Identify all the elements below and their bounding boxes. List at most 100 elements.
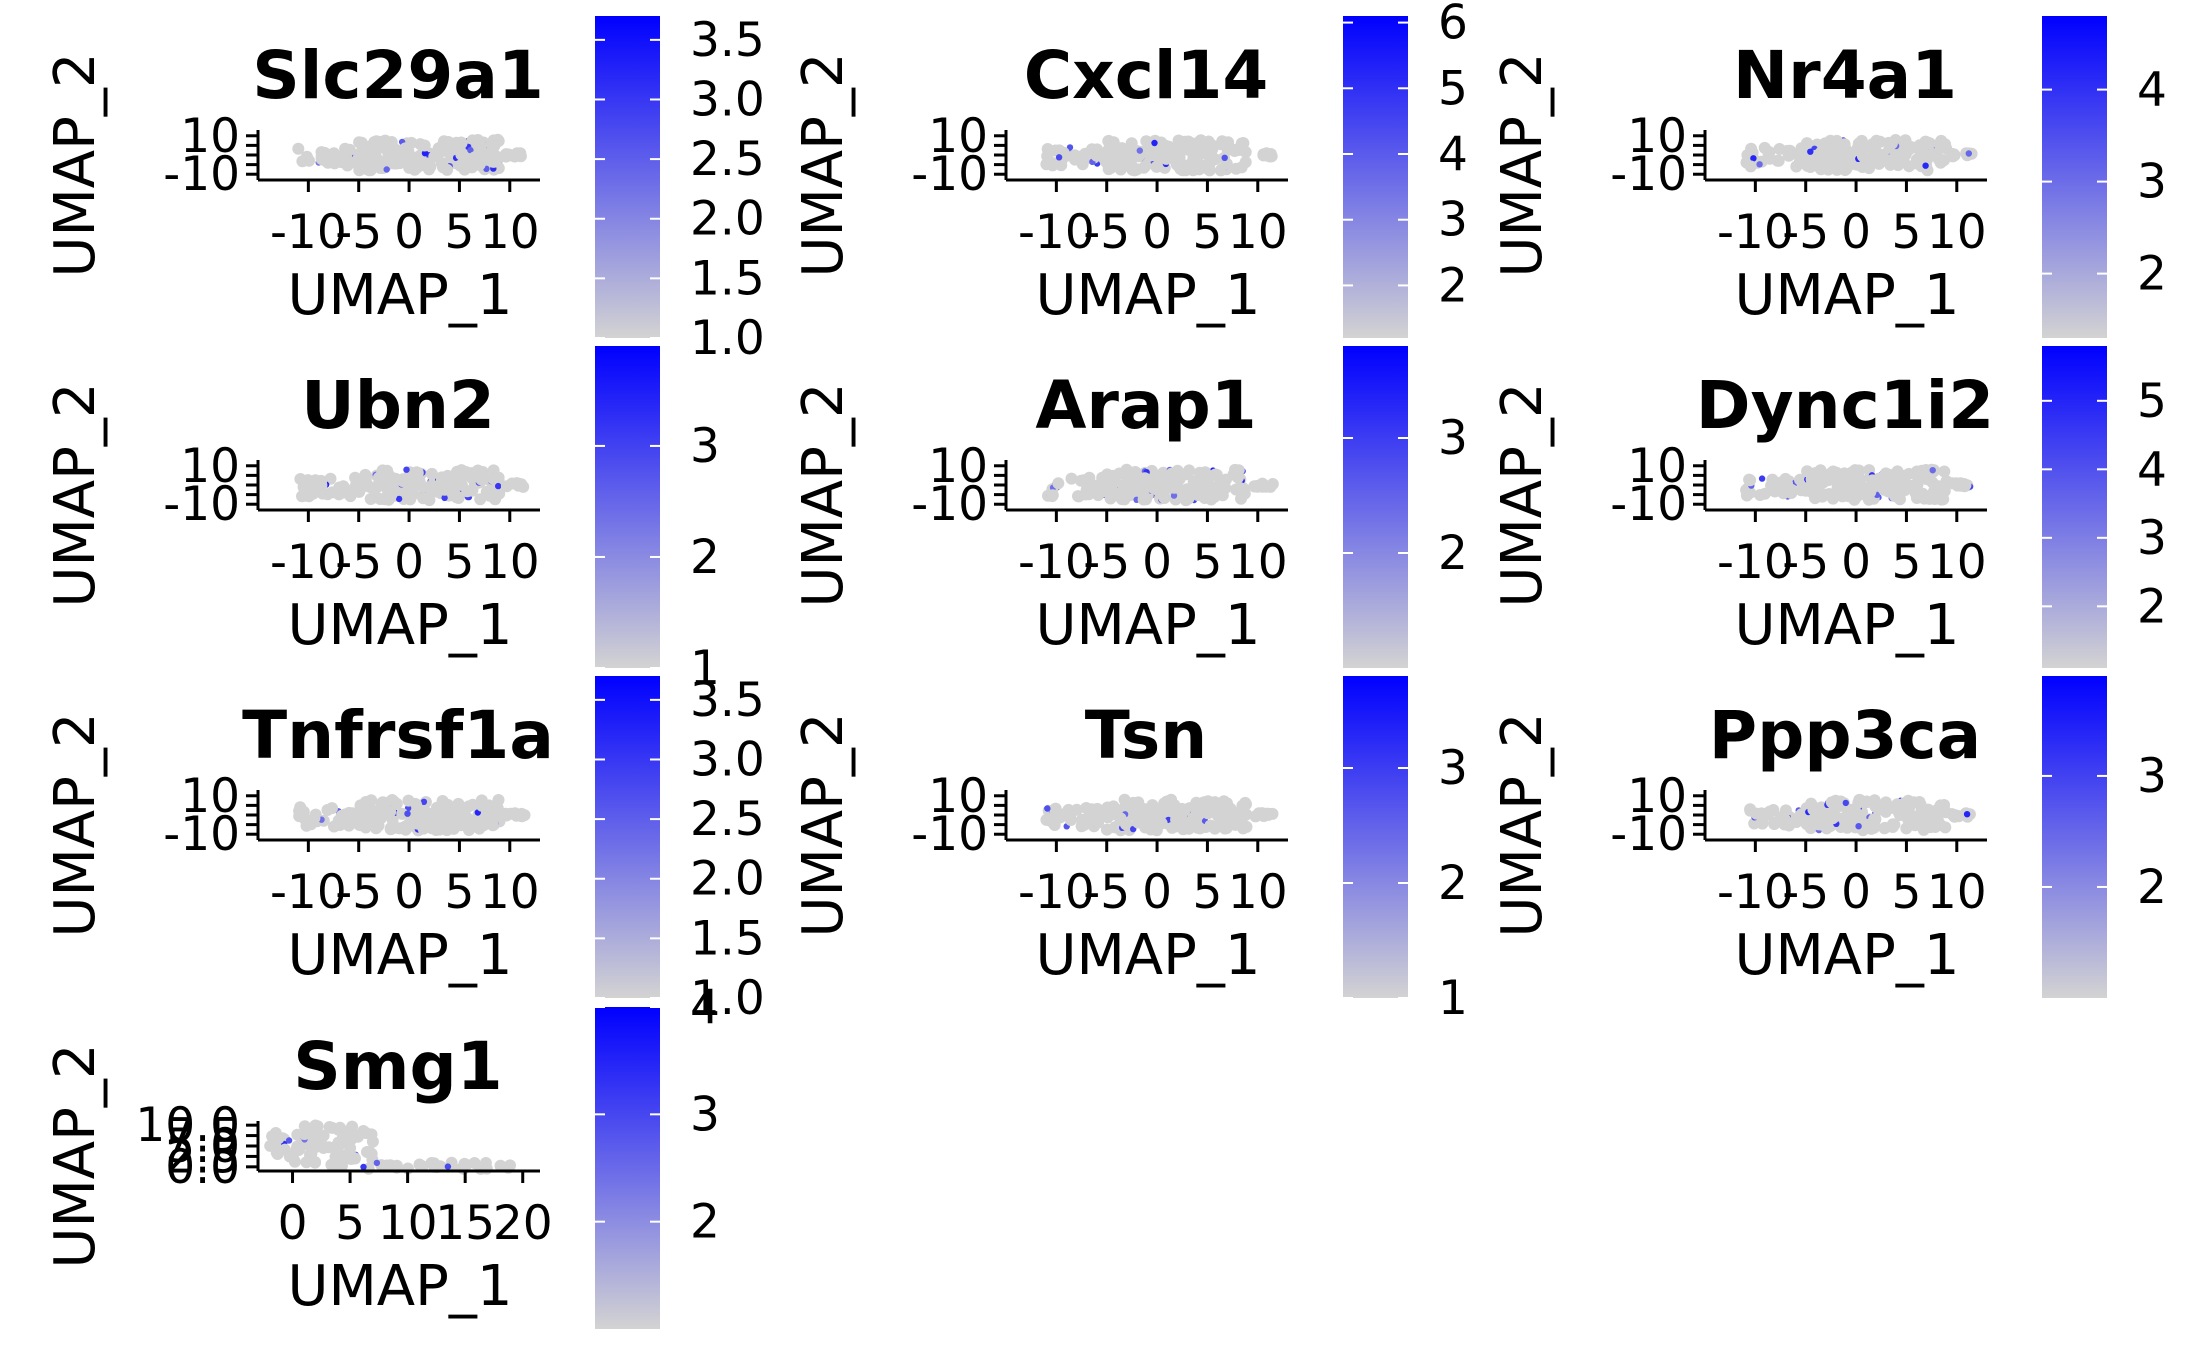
colorbar-tick-label: 4 <box>1438 127 1468 182</box>
umap-point <box>425 467 438 480</box>
umap-point <box>1091 802 1104 815</box>
umap-point <box>1772 154 1785 167</box>
x-axis-label: UMAP_1 <box>287 263 512 328</box>
colorbar <box>595 1007 660 1329</box>
x-tick-label: 5 <box>1891 865 1921 920</box>
colorbar <box>595 676 660 998</box>
x-tick-label: 5 <box>1192 205 1222 260</box>
plot-title: Ppp3ca <box>1709 697 1981 774</box>
umap-point <box>1107 800 1120 813</box>
colorbar-tick-label: 2 <box>1438 526 1468 581</box>
x-tick-label: 10 <box>1228 865 1288 920</box>
umap-point <box>415 815 428 828</box>
umap-point <box>1885 137 1898 150</box>
umap-point <box>396 475 409 487</box>
y-axis-label: UMAP_2 <box>1490 712 1555 937</box>
umap-point <box>1136 147 1143 154</box>
umap-point <box>1785 483 1798 496</box>
umap-point <box>1234 482 1247 495</box>
umap-point <box>1801 137 1813 150</box>
umap-point <box>1927 485 1940 498</box>
umap-points <box>264 1119 516 1175</box>
x-tick-label: -5 <box>1083 205 1130 260</box>
y-tick-label: 2.5 <box>165 1129 240 1184</box>
umap-point <box>366 1135 379 1148</box>
colorbar-tick-label: 3 <box>2137 155 2167 210</box>
umap-point <box>504 807 517 820</box>
umap-point <box>1192 487 1205 500</box>
umap-point <box>1077 474 1090 487</box>
x-tick-label: -10 <box>1717 535 1794 590</box>
x-tick-label: 0 <box>1142 535 1172 590</box>
umap-point <box>296 155 309 168</box>
umap-point <box>404 810 411 817</box>
x-tick-label: -5 <box>1782 535 1829 590</box>
umap-point <box>1860 795 1873 808</box>
umap-point <box>1779 813 1792 826</box>
umap-point <box>1137 493 1150 506</box>
y-axis-label: UMAP_2 <box>43 382 108 607</box>
y-axis-label: UMAP_2 <box>43 1043 108 1268</box>
umap-point <box>1178 486 1191 499</box>
umap-point <box>1830 486 1843 499</box>
umap-point <box>1092 489 1105 502</box>
umap-point <box>344 1142 357 1155</box>
umap-point <box>1746 146 1759 159</box>
umap-point <box>383 166 390 173</box>
x-tick-label: 15 <box>435 1196 495 1251</box>
colorbar-tick-label: 3 <box>1438 193 1468 248</box>
colorbar-tick-label: 2 <box>2137 860 2167 915</box>
umap-point <box>1878 473 1890 486</box>
umap-point <box>309 1136 322 1149</box>
umap-point <box>1106 160 1119 173</box>
y-tick-label: 10 <box>180 439 240 494</box>
umap-point <box>1125 137 1138 150</box>
x-tick-label: 5 <box>1192 865 1222 920</box>
plot-title: Slc29a1 <box>252 37 544 114</box>
colorbar-tick-label: 5 <box>1438 61 1468 116</box>
umap-point <box>1890 473 1903 486</box>
umap-point <box>297 1127 310 1140</box>
umap-point <box>1750 155 1757 162</box>
umap-point <box>370 808 383 821</box>
umap-point <box>266 1130 279 1143</box>
umap-point <box>420 798 428 805</box>
x-tick-label: 0 <box>1841 205 1871 260</box>
y-axis-label: UMAP_2 <box>1490 382 1555 607</box>
umap-point <box>1938 465 1951 478</box>
umap-point <box>1937 493 1950 506</box>
colorbar-tick-label: 3 <box>690 1087 720 1142</box>
umap-point <box>1041 143 1054 155</box>
plot-title: Nr4a1 <box>1733 37 1957 114</box>
umap-point <box>1168 153 1180 166</box>
umap-point <box>270 1146 283 1159</box>
colorbar-tick-label: 4 <box>2137 63 2167 118</box>
umap-point <box>1917 823 1930 836</box>
umap-point <box>1867 144 1880 157</box>
umap-point <box>1186 817 1199 830</box>
x-tick-label: 5 <box>444 535 474 590</box>
umap-point <box>1228 145 1241 157</box>
umap-point <box>1841 821 1854 834</box>
umap-point <box>1811 818 1824 831</box>
umap-point <box>360 1163 367 1171</box>
umap-point <box>422 492 434 505</box>
umap-point <box>370 135 383 148</box>
umap-point <box>486 819 499 832</box>
x-axis-label: UMAP_1 <box>1734 263 1959 328</box>
plot-title: Ubn2 <box>301 367 495 444</box>
x-tick-label: -10 <box>270 535 347 590</box>
umap-point <box>1248 480 1261 493</box>
umap-points <box>294 464 530 507</box>
umap-point <box>455 479 468 491</box>
umap-point <box>360 163 373 175</box>
x-tick-label: 10 <box>378 1196 438 1251</box>
umap-point <box>1878 822 1891 835</box>
umap-point <box>494 1159 507 1172</box>
umap-point <box>321 488 334 501</box>
umap-point <box>381 482 394 495</box>
x-tick-label: 5 <box>1891 535 1921 590</box>
umap-point <box>1214 164 1227 177</box>
